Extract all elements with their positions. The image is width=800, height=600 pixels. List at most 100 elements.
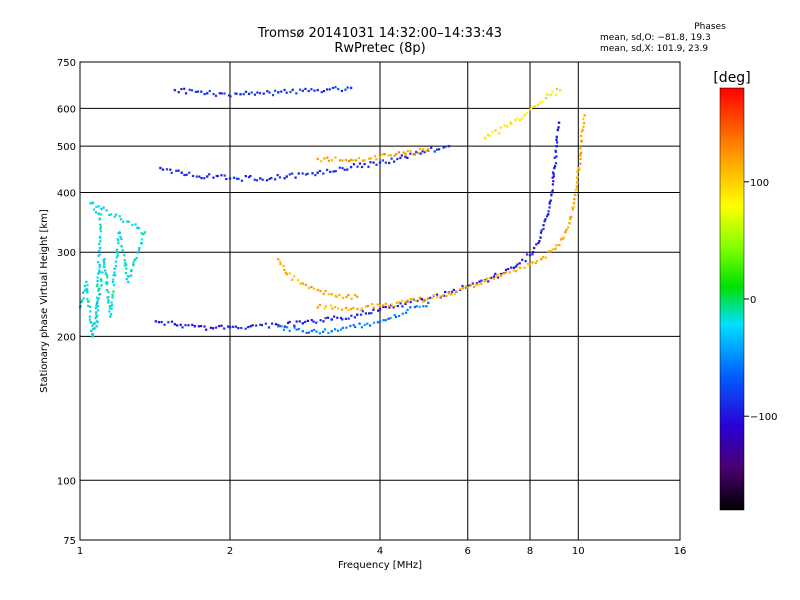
data-point [555,144,558,148]
trace-dot [83,289,86,292]
trace-dot [404,311,408,314]
trace-dot [556,128,560,131]
data-point [581,128,584,132]
chart-title: Tromsø 20141031 14:32:00–14:33:43 RwPret… [200,26,560,56]
trace-dot [367,165,370,168]
trace-dot [304,320,307,324]
trace-dot [552,175,555,178]
data-point [579,153,582,156]
trace-dot [100,279,103,283]
phase-title: Phases [694,22,726,32]
trace-dot [96,279,99,283]
trace-dot [554,162,558,165]
data-point [378,320,382,323]
trace-dot [387,154,390,157]
data-point [505,125,509,128]
trace-dot [98,270,101,273]
trace-dot [538,239,541,243]
trace-dot [429,296,432,299]
trace-dot [99,226,103,229]
trace-dot [296,279,300,282]
trace-dot [540,100,544,103]
trace-dot [87,300,90,303]
trace-dot [108,310,111,313]
trace-dot [212,93,215,96]
trace-dot [111,280,115,284]
data-point [349,158,353,162]
trace-dot [549,250,552,253]
trace-dot [393,314,396,317]
data-point [159,166,162,170]
x-tick-label: 16 [674,546,687,557]
trace-dot [234,92,237,95]
trace-dot [81,299,84,302]
trace-dot [108,307,112,310]
trace-dot [383,153,386,156]
trace-dot [358,162,362,165]
trace-dot [331,307,334,310]
trace-dot [409,300,412,304]
trace-dot [415,150,418,154]
trace-dot [384,302,387,305]
trace-dot [537,241,540,245]
trace-dot [98,218,101,221]
trace-dot [390,303,393,306]
trace-dot [237,177,240,181]
trace-dot [160,320,163,324]
data-point [404,302,407,305]
trace-dot [402,151,405,154]
trace-dot [507,267,510,271]
trace-dot [288,320,291,323]
trace-dot [528,108,532,111]
trace-dot [416,151,419,154]
trace-dot [82,297,85,300]
trace-dot [98,293,101,296]
trace-dot [331,86,335,90]
trace-dot [90,202,94,205]
trace-dot [512,266,515,269]
x-tick-label: 2 [227,546,233,557]
trace-dot [491,130,494,134]
trace-dot [304,87,307,91]
data-point [316,306,319,309]
trace-dot [363,159,366,162]
data-point [173,323,177,326]
data-point [330,330,333,333]
trace-dot [569,218,572,221]
trace-dot [137,249,141,252]
trace-dot [337,329,340,332]
trace-dot [492,275,495,278]
trace-dot [232,176,236,179]
trace-dot [496,273,499,276]
trace-dot [395,301,399,305]
trace-dot [293,326,296,329]
phase-stats: Phases mean, sd,O: −81.8, 19.3 mean, sd,… [600,22,790,55]
data-point [583,114,586,117]
trace-dot [341,159,344,162]
trace-dot [550,194,553,197]
trace-dot [580,140,583,143]
trace-dot [95,305,98,308]
trace-dot [89,310,92,313]
trace-dot [312,287,316,290]
trace-dot [532,105,535,108]
trace-dot [306,172,309,175]
plot-grid [80,62,680,540]
data-point [514,269,518,273]
trace-dot [140,232,143,235]
trace-dot [84,288,87,291]
trace-dot [485,277,488,280]
trace-dot [582,117,585,120]
trace-dot [551,171,555,174]
trace-dot [425,305,428,308]
trace-dot [478,280,481,283]
trace-dot [392,306,395,309]
trace-dot [262,92,265,95]
data-point [466,284,469,288]
trace-dot [355,159,358,162]
x-tick-label: 8 [527,546,533,557]
trace-dot [430,296,434,300]
trace-dot [291,278,294,281]
trace-dot [344,306,348,309]
trace-dot [412,153,415,156]
